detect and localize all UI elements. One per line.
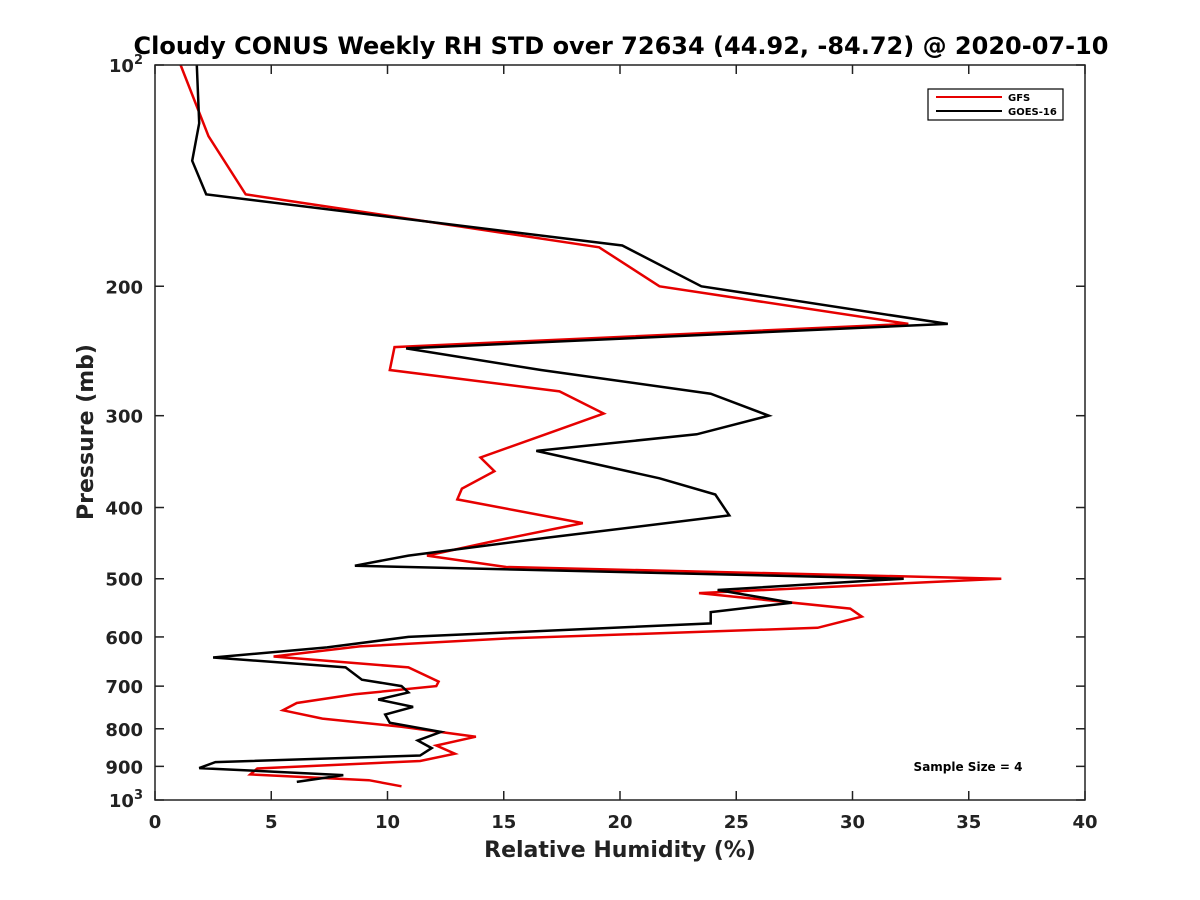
- chart-title: Cloudy CONUS Weekly RH STD over 72634 (4…: [134, 32, 1109, 60]
- y-tick-label: 800: [105, 720, 143, 741]
- x-tick-label: 10: [375, 812, 400, 833]
- y-tick-label: 102: [109, 53, 143, 77]
- sample-size-annotation: Sample Size = 4: [914, 760, 1023, 774]
- series-line-goes16: [190, 64, 948, 784]
- y-tick-label: 200: [105, 277, 143, 298]
- x-tick-label: 15: [491, 812, 516, 833]
- y-tick-label: 500: [105, 570, 143, 591]
- x-axis: 0 5 10 15 20 25 30 35 40: [149, 65, 1098, 833]
- y-tick-label: 400: [105, 499, 143, 520]
- y-tick-label: 900: [105, 757, 143, 778]
- y-tick-label: 700: [105, 677, 143, 698]
- x-tick-label: 40: [1072, 812, 1097, 833]
- x-tick-label: 25: [724, 812, 749, 833]
- y-tick-label: 103: [109, 788, 143, 812]
- y-tick-label: 600: [105, 628, 143, 649]
- x-tick-label: 30: [840, 812, 865, 833]
- legend-box: [927, 88, 1064, 121]
- x-tick-label: 35: [956, 812, 981, 833]
- series-line-gfs: [179, 64, 1002, 788]
- plot-area: 0 5 10 15 20 25 30 35 40 102 200 300 400 500 600 700 80…: [105, 53, 1097, 833]
- plot-frame: [154, 64, 1086, 801]
- x-axis-label: Relative Humidity (%): [484, 838, 756, 863]
- legend-label-goes16: GOES-16: [1008, 107, 1057, 118]
- series-layer: [179, 64, 1002, 788]
- y-axis: 102 200 300 400 500 600 700 800 900 103: [105, 53, 1085, 812]
- y-axis-label: Pressure (mb): [74, 344, 99, 520]
- y-tick-label: 300: [105, 407, 143, 428]
- legend: GFS GOES-16: [927, 88, 1064, 121]
- x-tick-label: 20: [607, 812, 632, 833]
- x-tick-label: 5: [265, 812, 278, 833]
- x-tick-label: 0: [149, 812, 162, 833]
- legend-label-gfs: GFS: [1008, 93, 1030, 104]
